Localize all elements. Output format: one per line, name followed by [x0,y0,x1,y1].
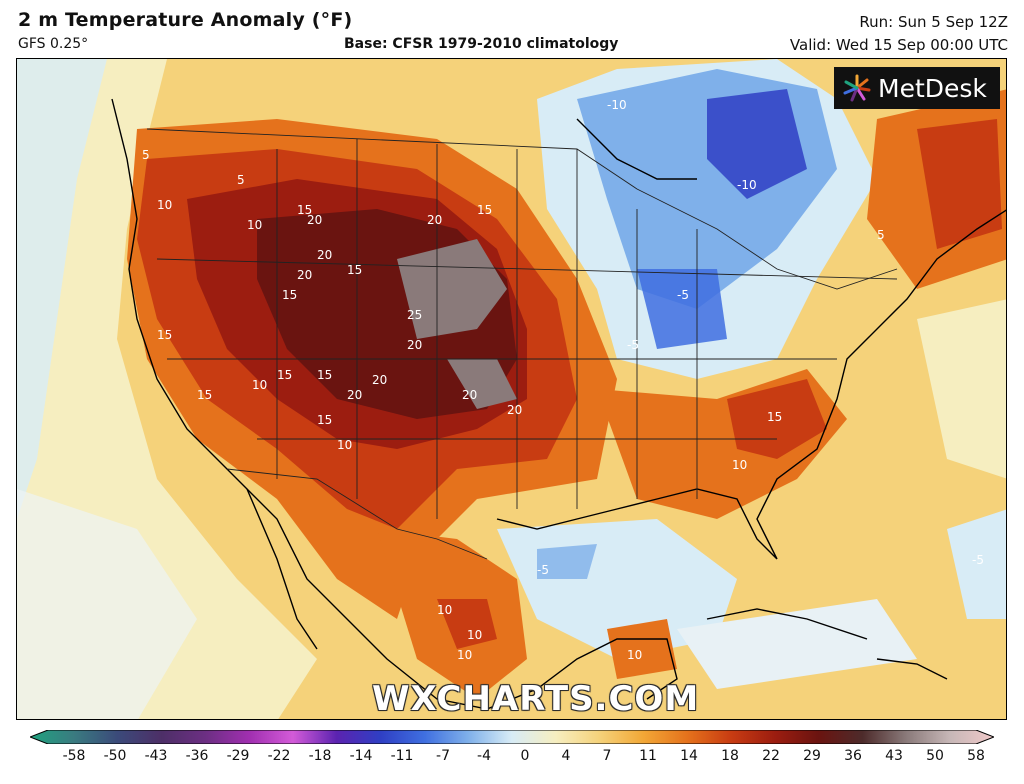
temperature-anomaly-map: 20 20 20 25 20 20 20 20 20 20 15 15 15 1… [16,58,1007,720]
contour-label: 20 [507,403,522,417]
hudson-coast [576,118,697,180]
atlantic-cool-patch [947,509,1006,619]
colorbar-tick-label: 14 [680,748,698,764]
colorbar-tick-label: 43 [885,748,903,764]
colorbar-scale [30,730,994,744]
map-canvas: 20 20 20 25 20 20 20 20 20 20 15 15 15 1… [17,59,1006,719]
colorbar-tick-label: -36 [185,748,209,764]
colorbar-tick-label: -18 [308,748,332,764]
contour-label: -5 [537,563,549,577]
wxcharts-watermark: WXCHARTS.COM [372,679,700,719]
colorbar-tick-label: -14 [349,748,373,764]
ohio-cold-core [637,269,727,349]
contour-label: 10 [467,628,482,642]
contour-label: -5 [677,288,689,302]
mexico-hot-core [437,599,497,649]
colorbar-tick-label: -43 [144,748,168,764]
contour-label: 25 [407,308,422,322]
contour-label: -10 [607,98,627,112]
plains-peak-region-2 [447,359,517,409]
contour-label: 15 [157,328,172,342]
colorbar-tick-label: -29 [226,748,250,764]
contour-label: 15 [297,203,312,217]
us-mexico-border [226,468,488,560]
contour-label: 5 [877,228,885,242]
plains-peak-region [397,239,507,339]
colorbar-tick-label: -58 [62,748,86,764]
contour-label: 10 [457,648,472,662]
contour-label: 15 [317,368,332,382]
cuba-coast [706,608,868,640]
chart-title: 2 m Temperature Anomaly (°F) [18,9,353,31]
colorbar-tick-label: 22 [762,748,780,764]
contour-label: 10 [247,218,262,232]
baja-coast [246,488,318,650]
contour-label: 20 [427,213,442,227]
colorbar-tick-label: 7 [602,748,612,764]
atlantic-mild-patch [917,299,1006,479]
colorbar-tick-label: 18 [721,748,739,764]
metdesk-logo-icon [843,74,871,102]
coastlines [111,98,1006,710]
base-label: Base: CFSR 1979-2010 climatology [344,36,619,52]
yucatan-warm-region [607,619,677,679]
contour-label: 20 [372,373,387,387]
gulf-atlantic-coast [496,209,1006,560]
colorbar-tick-label: -22 [267,748,291,764]
pacific-coast [111,98,678,710]
state-border-h [156,258,898,280]
maritimes-hot-core [917,119,1002,249]
contour-label: 5 [237,173,245,187]
colorbar-tick-label: 29 [803,748,821,764]
colorbar-tick-label: 50 [926,748,944,764]
pacific-pale-patch [17,489,197,719]
contour-label: 15 [767,410,782,424]
metdesk-logo: MetDesk [834,67,1000,109]
contour-label: 20 [317,248,332,262]
contour-label: 20 [297,268,312,282]
contour-label: 20 [307,213,322,227]
contour-label: 5 [142,148,150,162]
contour-label: 10 [732,458,747,472]
contour-label: -10 [737,178,757,192]
gulf-cool-core [537,544,597,579]
colorbar [30,730,994,744]
hudson-cold-core [707,89,807,199]
colorbar-tick-label: -4 [477,748,491,764]
contour-label: 20 [347,388,362,402]
colorbar-tick-label: -11 [390,748,414,764]
contour-label: -5 [627,338,639,352]
contour-label: 15 [347,263,362,277]
metdesk-logo-text: MetDesk [878,73,987,103]
contour-label: 20 [462,388,477,402]
contour-label: 10 [252,378,267,392]
contour-label: 10 [157,198,172,212]
caribbean-pale-region [677,599,917,689]
colorbar-tick-label: 36 [844,748,862,764]
colorbar-tick-label: 11 [639,748,657,764]
hispaniola-coast [876,658,948,680]
valid-label: Valid: Wed 15 Sep 00:00 UTC [789,36,1008,54]
contour-label: 20 [407,338,422,352]
colorbar-tick-label: 4 [561,748,571,764]
contour-label: 15 [282,288,297,302]
colorbar-tick-label: 0 [520,748,530,764]
state-borders [146,128,898,560]
contour-label: 15 [317,413,332,427]
contour-label: 15 [277,368,292,382]
contour-label: 10 [337,438,352,452]
colorbar-tick-label: -50 [103,748,127,764]
contour-labels: 20 20 20 25 20 20 20 20 20 20 15 15 15 1… [142,98,984,662]
model-label: GFS 0.25° [18,36,89,52]
contour-label: -5 [972,553,984,567]
contour-label: 10 [437,603,452,617]
pacific-cool-patch [17,59,107,519]
contour-label: 10 [627,648,642,662]
run-label: Run: Sun 5 Sep 12Z [859,13,1008,31]
contour-label: 15 [477,203,492,217]
colorbar-tick-label: 58 [967,748,985,764]
contour-label: 15 [197,388,212,402]
colorbar-tick-label: -7 [436,748,450,764]
